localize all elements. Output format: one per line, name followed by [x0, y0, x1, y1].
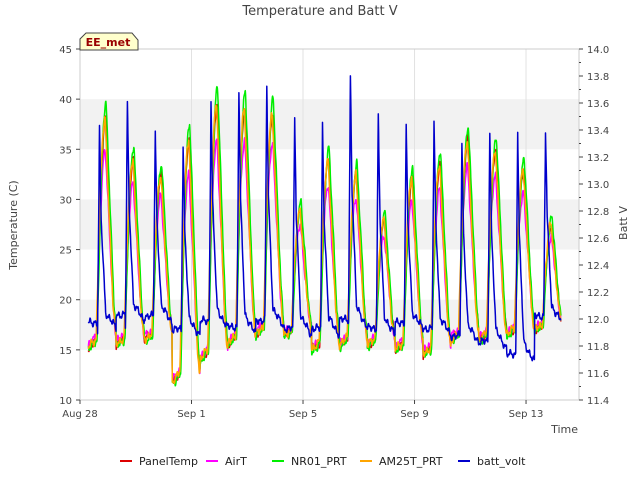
y2-tick-label: 12.2	[587, 288, 609, 299]
y2-tick-label: 11.8	[587, 342, 609, 353]
series-lines	[87, 75, 562, 387]
x-tick-label: Sep 13	[509, 409, 544, 420]
x-tick-label: Sep 9	[400, 409, 428, 420]
legend-label: AirT	[225, 455, 247, 468]
x-tick-label: Sep 5	[289, 409, 317, 420]
series-line-am25t-prt	[87, 104, 562, 385]
x-axis-label: Time	[550, 423, 578, 436]
y2-axis-ticks: 11.4 11.6 11.8 12.0 12.2 12.4 12.6 12.8 13.0 13.2…	[579, 45, 609, 407]
station-badge: EE_met	[79, 32, 139, 51]
series-line-batt-volt	[87, 75, 562, 362]
y-tick-label: 30	[59, 195, 72, 206]
y-axis-label: Temperature (C)	[7, 180, 20, 270]
x-axis-ticks: Aug 28 Sep 1 Sep 5 Sep 9 Sep 13	[62, 400, 543, 420]
y2-tick-label: 12.4	[587, 261, 609, 272]
legend-label: PanelTemp	[139, 455, 198, 468]
y2-tick-label: 13.2	[587, 153, 609, 164]
y-tick-label: 10	[59, 396, 72, 407]
y2-tick-label: 12.6	[587, 234, 609, 245]
y2-tick-label: 13.4	[587, 126, 609, 137]
y2-tick-label: 14.0	[587, 45, 609, 56]
legend: PanelTemp AirT NR01_PRT AM25T_PRT batt_volt	[120, 455, 526, 468]
y-tick-label: 40	[59, 95, 72, 106]
legend-label: NR01_PRT	[291, 455, 347, 468]
y-tick-label: 25	[59, 246, 72, 257]
y2-tick-label: 11.4	[587, 396, 609, 407]
y2-tick-label: 13.8	[587, 72, 609, 83]
legend-label: batt_volt	[477, 455, 526, 468]
y-axis-ticks: 10 15 20 25 30 35 40 45	[59, 45, 80, 407]
y2-axis-label: Batt V	[617, 206, 630, 240]
y2-tick-label: 11.6	[587, 369, 609, 380]
chart-title: Temperature and Batt V	[241, 4, 397, 19]
y2-tick-label: 12.0	[587, 315, 609, 326]
y-tick-label: 15	[59, 346, 72, 357]
x-tick-label: Aug 28	[62, 409, 97, 420]
x-tick-label: Sep 1	[177, 409, 205, 420]
y-tick-label: 45	[59, 45, 72, 56]
y2-tick-label: 13.0	[587, 180, 609, 191]
y2-tick-label: 12.8	[587, 207, 609, 218]
station-badge-label: EE_met	[86, 36, 131, 49]
legend-label: AM25T_PRT	[379, 455, 443, 468]
y-tick-label: 20	[59, 296, 72, 307]
y2-tick-label: 13.6	[587, 99, 609, 110]
y-tick-label: 35	[59, 145, 72, 156]
